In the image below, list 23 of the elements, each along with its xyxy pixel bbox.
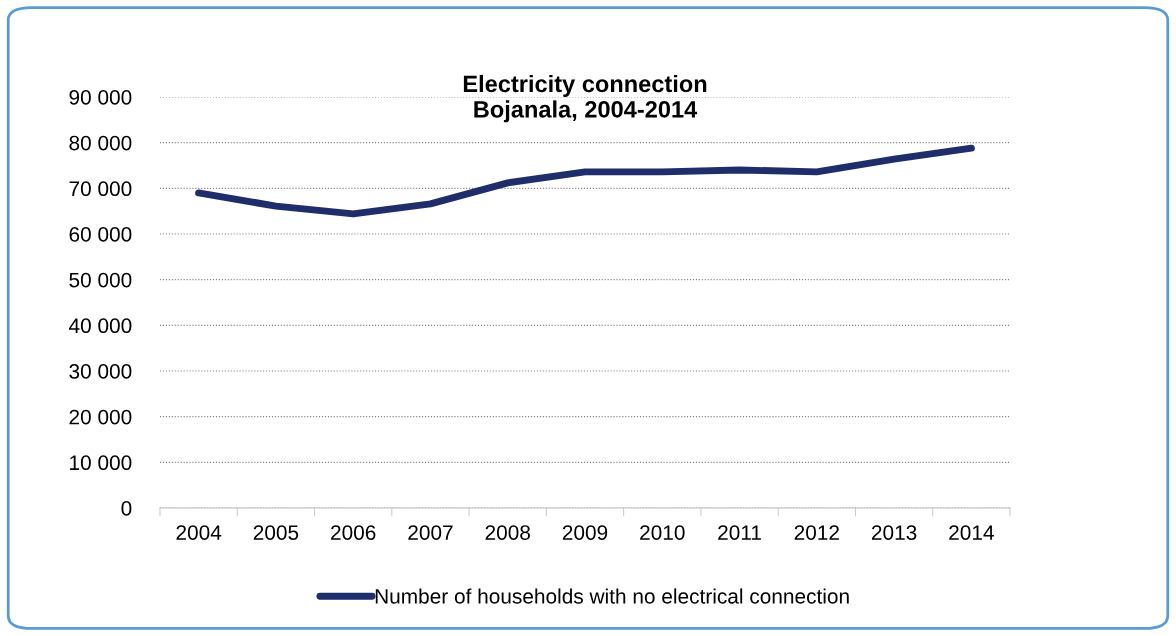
x-tick-label: 2008 [485,525,530,540]
x-tick-label: 2005 [253,525,299,540]
y-tick-label: 90 000 [69,90,132,105]
y-tick-label: 10 000 [70,455,132,471]
x-tick-label: 2006 [331,525,376,540]
x-tick-label: 2011 [718,525,761,540]
x-tick-label: 2004 [176,525,222,540]
y-tick-label: 20 000 [69,409,132,425]
x-tick-label: 2007 [408,525,453,540]
x-tick-label: 2009 [562,525,608,540]
chart-title: Electricity connection Bojanala, 2004-2014 [463,74,707,123]
x-tick-label: 2012 [794,525,839,540]
y-tick-label: 30 000 [69,364,132,379]
x-tick-label: 2013 [871,525,917,540]
legend-label: Number of households with no electrical connection [375,588,849,604]
y-tick-label: 50 000 [69,272,132,288]
x-tick-label: 2010 [640,525,685,540]
y-tick-label: 0 [121,501,132,516]
y-tick-label: 70 000 [69,181,132,197]
x-tick-label: 2014 [949,525,994,540]
y-tick-label: 60 000 [69,227,132,242]
y-tick-label: 40 000 [68,318,132,334]
y-tick-label: 80 000 [69,135,132,151]
